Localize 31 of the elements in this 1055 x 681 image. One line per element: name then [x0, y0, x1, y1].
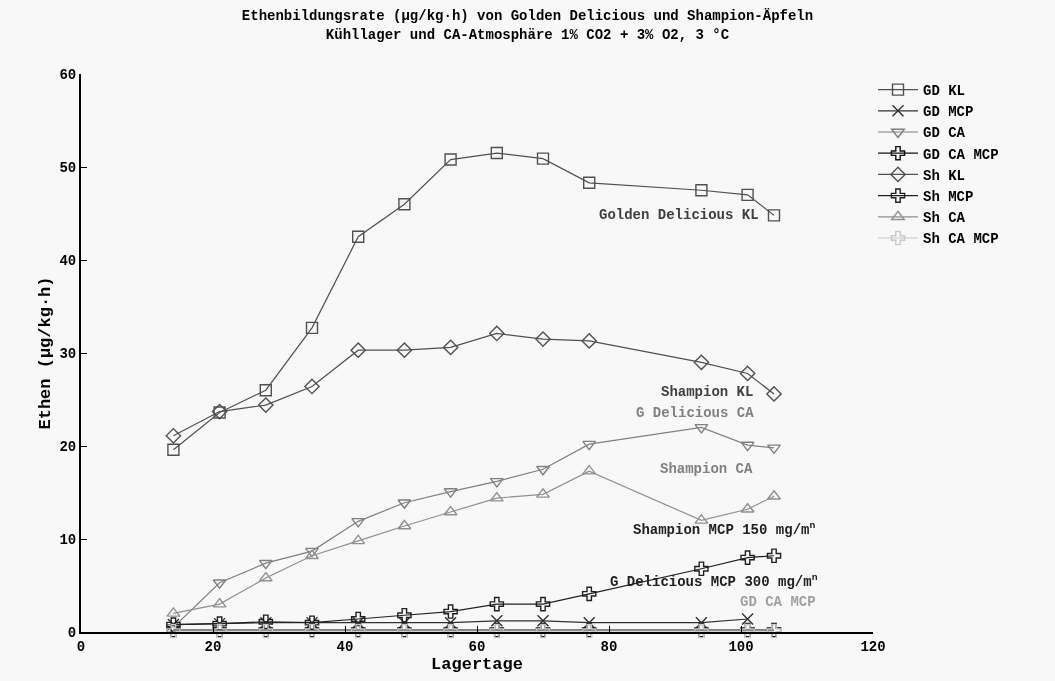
legend-label: GD CA MCP: [923, 146, 999, 163]
x-tick-label: 100: [728, 638, 754, 655]
y-tick-label: 50: [59, 159, 77, 176]
y-tick-label: 40: [59, 252, 77, 269]
legend-label: Sh CA: [923, 210, 966, 227]
legend-label: Sh CA MCP: [923, 231, 999, 248]
legend-label: GD MCP: [923, 104, 974, 121]
legend-label: Sh MCP: [923, 189, 974, 206]
x-tick-label: 80: [600, 638, 618, 655]
x-tick-label: 20: [204, 638, 222, 655]
annotation: Golden Delicious KL: [599, 207, 759, 223]
chart-title: Ethenbildungsrate (µg/kg·h) von Golden Delicious und Shampion-Äpfeln: [241, 8, 814, 25]
y-tick-label: 10: [59, 531, 77, 548]
y-axis-title: Ethen (µg/kg·h): [36, 276, 56, 430]
annotation: Shampion CA: [660, 461, 754, 477]
y-tick-label: 0: [67, 624, 77, 641]
annotation: Shampion MCP 150 mg/m$^{n}$: [633, 520, 816, 538]
x-tick-label: 120: [860, 638, 886, 655]
x-tick-label: 60: [468, 638, 486, 655]
y-tick-label: 60: [59, 66, 77, 83]
y-tick-label: 30: [59, 345, 77, 362]
x-axis-title: Lagertage: [431, 654, 523, 674]
annotation: GD CA MCP: [740, 594, 816, 610]
chart-subtitle: Kühllager und CA-Atmosphäre 1% CO2 + 3% O2, 3 °C: [325, 26, 730, 43]
legend-label: GD KL: [923, 83, 966, 100]
legend-label: GD CA: [923, 125, 966, 142]
y-tick-label: 20: [59, 438, 77, 455]
legend-label: Sh KL: [923, 167, 966, 184]
annotation: Shampion KL: [661, 384, 754, 400]
x-tick-label: 40: [336, 638, 354, 655]
annotation: G Delicious CA: [636, 405, 755, 421]
